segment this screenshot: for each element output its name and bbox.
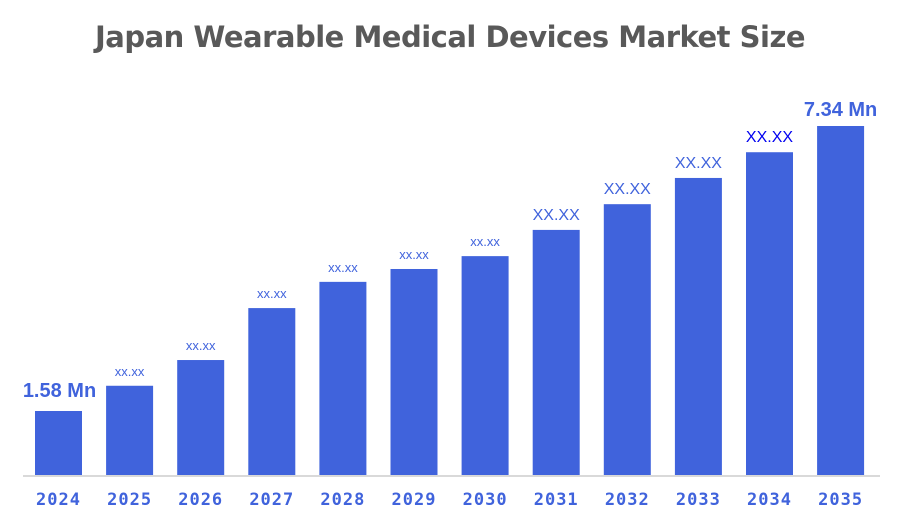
x-tick-label: 2028 xyxy=(320,490,365,510)
bar-2024 xyxy=(35,411,82,475)
x-tick-label: 2026 xyxy=(178,490,223,510)
x-tick-label: 2031 xyxy=(534,490,579,510)
bar-2025 xyxy=(106,385,154,475)
x-tick-label: 2032 xyxy=(605,490,650,510)
bar-2028 xyxy=(319,281,367,475)
bar-2026 xyxy=(177,360,225,475)
bar-2029 xyxy=(390,268,438,475)
x-tick-label: 2035 xyxy=(818,490,863,510)
data-label: XX.XX xyxy=(533,207,580,224)
data-label: 7.34 Mn xyxy=(804,99,877,121)
x-tick-label: 2030 xyxy=(463,490,508,510)
bar-2027 xyxy=(248,308,296,475)
data-label: 1.58 Mn xyxy=(23,380,96,402)
bar-2032 xyxy=(603,204,651,476)
data-label: xx.xx xyxy=(470,234,500,249)
data-label: xx.xx xyxy=(328,260,358,275)
data-label: XX.XX xyxy=(675,155,722,172)
data-label: xx.xx xyxy=(399,247,429,262)
data-label: xx.xx xyxy=(257,286,287,301)
data-label: XX.XX xyxy=(746,129,793,146)
data-label: XX.XX xyxy=(604,181,651,198)
data-label: xx.xx xyxy=(186,338,216,353)
chart-title: Japan Wearable Medical Devices Market Si… xyxy=(94,20,806,54)
data-label: xx.xx xyxy=(115,364,145,379)
x-tick-label: 2024 xyxy=(36,490,81,510)
x-tick-label: 2029 xyxy=(392,490,437,510)
bar-2035 xyxy=(817,126,865,475)
x-tick-label: 2033 xyxy=(676,490,721,510)
bar-2031 xyxy=(532,229,580,475)
x-tick-label: 2025 xyxy=(107,490,152,510)
x-tick-label: 2027 xyxy=(249,490,294,510)
bar-2033 xyxy=(674,177,722,475)
bar-2030 xyxy=(461,256,509,475)
x-tick-label: 2034 xyxy=(747,490,792,510)
bar-2034 xyxy=(746,152,793,476)
